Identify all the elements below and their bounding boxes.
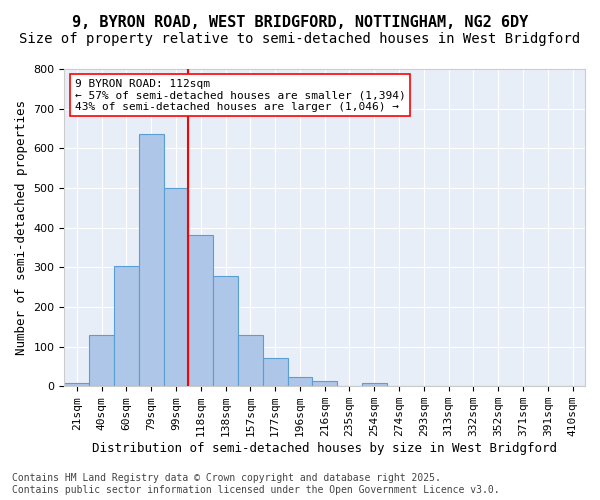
Text: Size of property relative to semi-detached houses in West Bridgford: Size of property relative to semi-detach…: [19, 32, 581, 46]
Text: 9, BYRON ROAD, WEST BRIDGFORD, NOTTINGHAM, NG2 6DY: 9, BYRON ROAD, WEST BRIDGFORD, NOTTINGHA…: [72, 15, 528, 30]
Bar: [64, 383, 89, 386]
Y-axis label: Number of semi-detached properties: Number of semi-detached properties: [15, 100, 28, 355]
Bar: [114, 266, 139, 386]
Bar: [188, 234, 213, 386]
Bar: [362, 383, 386, 386]
Bar: [313, 382, 337, 386]
Bar: [213, 276, 238, 386]
X-axis label: Distribution of semi-detached houses by size in West Bridgford: Distribution of semi-detached houses by …: [92, 442, 557, 455]
Bar: [287, 376, 313, 386]
Bar: [164, 188, 188, 386]
Bar: [139, 134, 164, 386]
Bar: [238, 334, 263, 386]
Bar: [89, 336, 114, 386]
Bar: [263, 358, 287, 386]
Text: 9 BYRON ROAD: 112sqm
← 57% of semi-detached houses are smaller (1,394)
43% of se: 9 BYRON ROAD: 112sqm ← 57% of semi-detac…: [75, 78, 406, 112]
Text: Contains HM Land Registry data © Crown copyright and database right 2025.
Contai: Contains HM Land Registry data © Crown c…: [12, 474, 500, 495]
